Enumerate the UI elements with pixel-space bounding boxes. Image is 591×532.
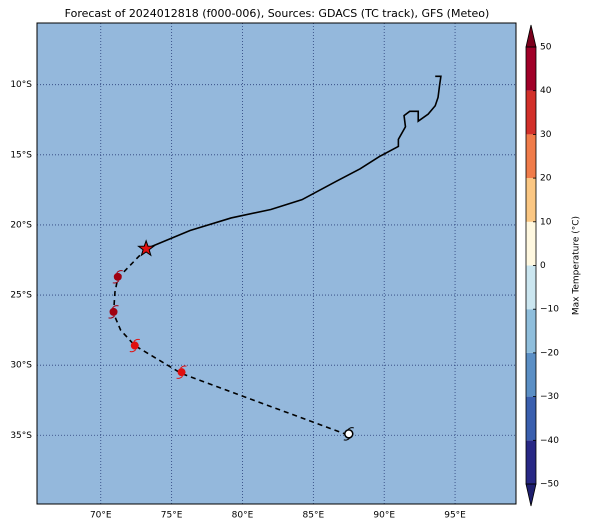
colorbar-band — [526, 178, 536, 222]
colorbar-band — [526, 396, 536, 441]
x-tick-label: 95°E — [444, 511, 466, 521]
y-tick-label: 15°S — [10, 150, 32, 160]
storm-eye — [109, 307, 118, 316]
colorbar-label: Max Temperature (°C) — [572, 216, 582, 315]
y-tick-label: 20°S — [10, 220, 32, 230]
colorbar-tick-label: −20 — [540, 348, 559, 358]
storm-symbol — [108, 305, 119, 319]
chart-title: Forecast of 2024012818 (f000-006), Sourc… — [65, 7, 490, 20]
storm-eye — [130, 341, 139, 350]
colorbar-band — [526, 265, 536, 310]
storm-symbol — [176, 365, 187, 379]
storm-eye — [344, 429, 354, 439]
current-position-star — [137, 239, 156, 257]
colorbar-tick-label: −50 — [540, 480, 559, 490]
x-tick-label: 80°E — [232, 511, 254, 521]
storm-arm — [116, 270, 123, 274]
storm-arm — [180, 365, 187, 369]
colorbar-band — [526, 47, 536, 91]
storm-eye — [113, 272, 122, 281]
colorbar-band — [526, 90, 536, 135]
colorbar-extend-over — [525, 24, 537, 48]
y-tick-label: 30°S — [10, 361, 32, 371]
map-background — [37, 23, 516, 504]
colorbar-extend-under — [525, 483, 537, 507]
colorbar-band — [526, 134, 536, 179]
forecast-track — [112, 248, 350, 437]
map-frame — [36, 22, 517, 505]
storm-eye — [177, 368, 186, 377]
y-tick-label: 35°S — [10, 431, 32, 441]
colorbar-band — [526, 352, 536, 397]
storm-arm — [112, 280, 120, 284]
storm-arm — [133, 338, 140, 342]
storm-arm — [176, 375, 183, 379]
storm-symbol — [112, 270, 123, 284]
colorbar-tick-label: −30 — [540, 392, 559, 402]
storm-arm — [129, 349, 137, 353]
y-tick-label: 25°S — [10, 291, 32, 301]
x-tick-label: 90°E — [373, 511, 395, 521]
past-track — [145, 75, 442, 250]
colorbar-tick-label: 50 — [540, 43, 552, 53]
storm-arm — [112, 305, 119, 309]
x-tick-label: 85°E — [303, 511, 325, 521]
colorbar-tick-label: −10 — [540, 305, 559, 315]
colorbar-tick-label: 10 — [540, 217, 552, 227]
x-tick-label: 70°E — [90, 511, 112, 521]
x-tick-label: 75°E — [161, 511, 183, 521]
colorbar-tick-label: 30 — [540, 130, 552, 140]
colorbar-tick-label: 40 — [540, 86, 552, 96]
storm-symbol — [129, 338, 140, 353]
y-tick-label: 10°S — [10, 80, 32, 90]
colorbar-band — [526, 440, 536, 484]
colorbar-tick-label: 20 — [540, 174, 552, 184]
colorbar-tick-label: 0 — [540, 261, 546, 271]
colorbar-band — [526, 221, 536, 266]
storm-symbol — [343, 427, 354, 441]
colorbar-band — [526, 309, 536, 353]
storm-arm — [108, 315, 115, 319]
colorbar-tick-label: −40 — [540, 436, 559, 446]
